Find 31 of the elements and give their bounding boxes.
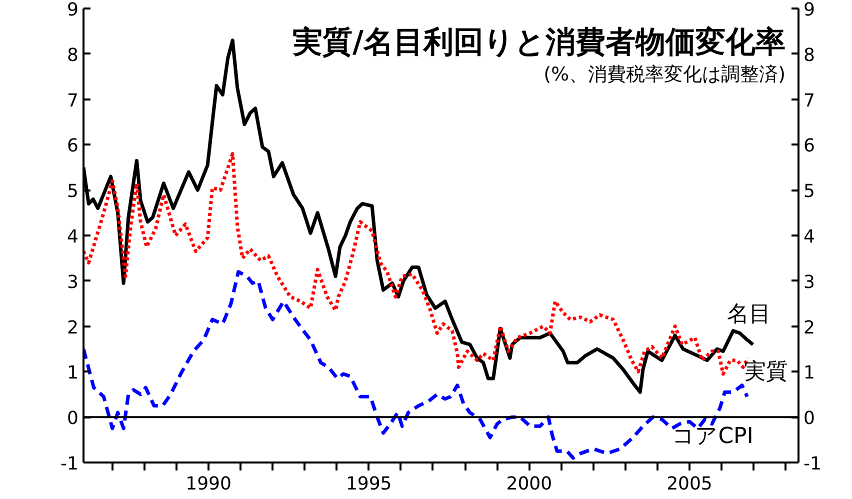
y-tick-label: 9 (67, 0, 78, 20)
x-tick-label: 2000 (506, 474, 552, 494)
y-tick-label: 8 (67, 44, 78, 66)
y-tick-label: 4 (67, 226, 78, 248)
y2-tick-label: 0 (804, 408, 815, 430)
x-tick-label: 1990 (186, 474, 232, 494)
text: 実質/名目利回りと消費者物価変化率 (292, 25, 786, 60)
y2-tick-label: 8 (804, 44, 815, 66)
text: (%、消費税率変化は調整済) (544, 64, 786, 86)
y2-tick-label: 2 (804, 317, 815, 338)
y2-tick-label: 1 (804, 362, 815, 384)
y2-tick-label: 6 (804, 136, 815, 157)
y2-tick-label: 5 (804, 181, 815, 202)
y-tick-label: 3 (67, 272, 78, 293)
series-label: 実質 (744, 360, 788, 385)
series-label: コアCPI (672, 424, 754, 450)
y2-tick-label: 3 (804, 272, 815, 293)
y2-tick-label: -1 (804, 454, 822, 474)
y-tick-label: -1 (60, 454, 79, 474)
y2-tick-label: 7 (804, 90, 815, 112)
y2-tick-label: 4 (804, 226, 815, 248)
y-tick-label: 6 (67, 136, 78, 157)
x-tick-label: 2005 (666, 474, 712, 494)
y2-tick-label: 9 (804, 0, 815, 20)
series-label: 名目 (726, 302, 771, 327)
y-tick-label: 2 (67, 317, 78, 338)
y-tick-label: 0 (67, 408, 78, 430)
y-tick-label: 7 (67, 90, 78, 112)
x-tick-label: 1995 (346, 474, 392, 494)
y-tick-label: 1 (67, 362, 78, 384)
y-tick-label: 5 (67, 181, 78, 202)
